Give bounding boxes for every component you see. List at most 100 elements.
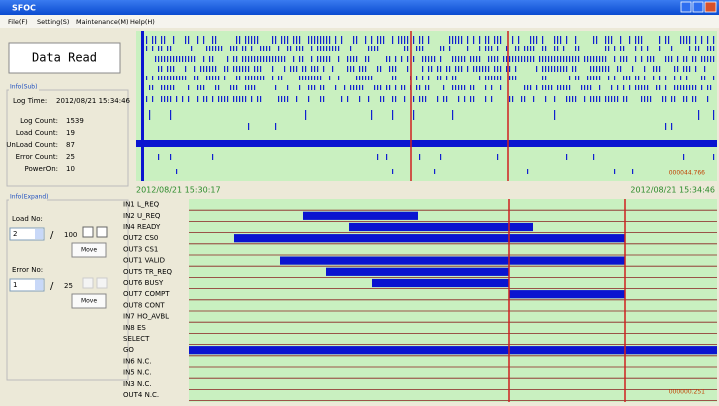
minimize-button[interactable]	[680, 1, 692, 13]
event-tick	[704, 66, 706, 72]
event-tick	[236, 85, 238, 90]
maximize-button[interactable]	[692, 1, 704, 13]
event-tick	[311, 66, 313, 72]
event-tick	[413, 110, 415, 120]
step-button[interactable]	[96, 277, 108, 289]
event-tick	[323, 66, 325, 72]
event-tick	[461, 56, 463, 62]
field-value: 2012/08/21 15:34:46	[56, 97, 131, 105]
event-tick	[470, 96, 472, 102]
event-tick	[485, 85, 487, 90]
event-tick	[647, 85, 649, 90]
event-tick	[695, 96, 697, 102]
event-tick	[353, 66, 355, 72]
event-tick	[173, 85, 175, 90]
field-label: Log Time:	[13, 97, 47, 105]
move-button[interactable]	[71, 242, 107, 258]
event-tick	[449, 36, 451, 44]
event-tick	[515, 66, 517, 72]
event-tick	[368, 76, 370, 80]
event-tick	[305, 76, 307, 80]
event-tick	[455, 36, 457, 44]
event-tick	[608, 96, 610, 102]
event-tick	[449, 46, 451, 51]
event-tick	[257, 66, 259, 72]
step-button[interactable]	[82, 277, 94, 289]
spinner-arrows[interactable]	[35, 280, 43, 290]
event-tick	[260, 66, 262, 72]
step-button[interactable]	[96, 226, 108, 238]
event-tick	[548, 56, 550, 62]
signal-label: IN7 HO_AVBL	[123, 313, 169, 321]
event-tick	[644, 66, 646, 72]
menu-item[interactable]: Maintenance(M)	[76, 18, 129, 26]
event-tick	[419, 36, 421, 44]
event-tick	[575, 76, 577, 80]
event-tick	[299, 46, 301, 51]
data-read-button[interactable]	[8, 42, 121, 74]
event-tick	[146, 46, 148, 51]
event-tick	[179, 56, 181, 62]
event-tick	[698, 46, 700, 51]
event-tick	[209, 56, 211, 62]
event-tick	[659, 36, 661, 44]
event-tick	[248, 123, 250, 130]
event-tick	[644, 85, 646, 90]
event-tick	[161, 85, 163, 90]
event-tick	[209, 76, 211, 80]
event-tick	[518, 46, 520, 51]
step-button[interactable]	[82, 226, 94, 238]
event-tick	[590, 85, 592, 90]
event-tick	[575, 46, 577, 51]
event-tick	[299, 56, 301, 62]
event-tick	[422, 56, 424, 62]
event-tick	[239, 36, 241, 44]
event-tick	[296, 46, 298, 51]
menu-item[interactable]: Setting(S)	[37, 18, 69, 26]
event-tick	[536, 36, 538, 44]
event-tick	[341, 96, 343, 102]
event-tick	[170, 56, 172, 62]
event-tick	[623, 76, 625, 80]
event-tick	[359, 85, 361, 90]
event-tick	[335, 46, 337, 51]
event-tick	[155, 56, 157, 62]
signal-bar	[303, 211, 418, 220]
close-button[interactable]	[704, 1, 717, 13]
event-tick	[533, 46, 535, 51]
event-tick	[665, 36, 667, 44]
event-tick	[158, 76, 160, 80]
event-tick	[371, 110, 373, 120]
event-tick	[224, 76, 226, 80]
event-tick	[659, 66, 661, 72]
event-tick	[347, 56, 349, 62]
event-tick	[404, 85, 406, 90]
event-tick	[332, 66, 334, 72]
event-tick	[164, 56, 166, 62]
event-tick	[272, 76, 274, 80]
event-tick	[266, 56, 268, 62]
event-tick	[452, 85, 454, 90]
event-tick	[305, 66, 307, 72]
event-tick	[245, 66, 247, 72]
menu-item[interactable]: File(F)	[8, 18, 28, 26]
event-tick	[416, 76, 418, 80]
signal-label: OUT3 CS1	[123, 245, 158, 253]
event-tick	[203, 96, 205, 102]
event-tick	[380, 66, 382, 72]
event-tick	[167, 46, 169, 51]
event-tick	[488, 66, 490, 72]
event-tick	[314, 85, 316, 90]
move-button[interactable]	[71, 293, 107, 309]
event-tick	[497, 66, 499, 72]
spinner-arrows[interactable]	[35, 229, 43, 239]
event-tick	[152, 46, 154, 51]
event-tick	[632, 66, 634, 72]
event-tick	[593, 154, 595, 160]
event-tick	[485, 96, 487, 102]
event-tick	[416, 46, 418, 51]
menu-item[interactable]: Help(H)	[130, 18, 155, 26]
event-tick	[281, 56, 283, 62]
event-tick	[524, 46, 526, 51]
event-tick	[599, 96, 601, 102]
